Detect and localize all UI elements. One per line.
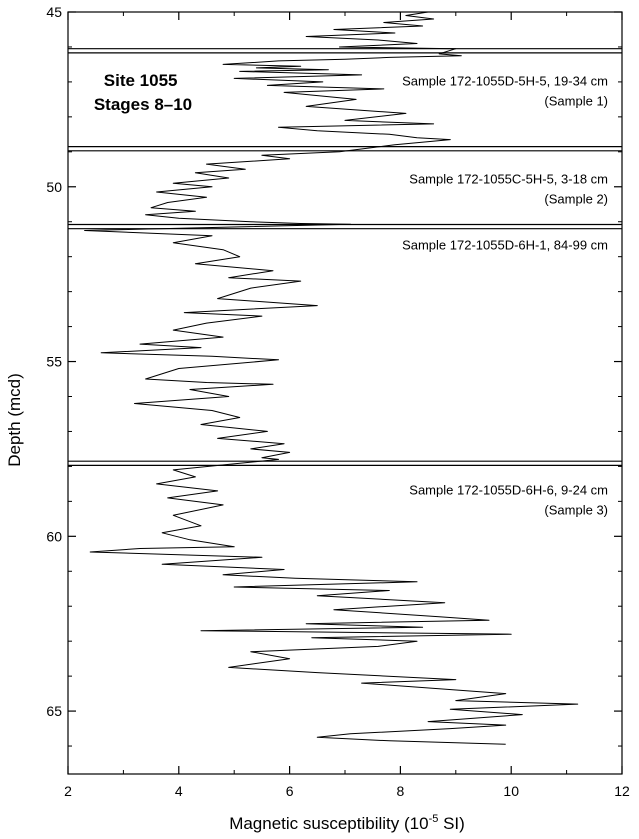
x-axis-title: Magnetic susceptibility (10-5 SI) (229, 813, 465, 833)
sample-label-2-line-2: (Sample 2) (544, 191, 608, 206)
series-layer (84, 11, 579, 745)
y-tick-label: 55 (46, 354, 62, 370)
y-tick-label: 45 (46, 4, 62, 20)
annotations: Sample 172-1055D-5H-5, 19-34 cm (Sample 1… (402, 73, 608, 517)
sample-label-3-line-1: Sample 172-1055D-6H-1, 84-99 cm (402, 238, 608, 253)
x-tick-label: 2 (64, 783, 72, 799)
sample-label-4-line-2: (Sample 3) (544, 502, 608, 517)
sample-label-2-line-1: Sample 172-1055C-5H-5, 3-18 cm (409, 171, 608, 186)
x-tick-label: 12 (614, 783, 630, 799)
x-tick-label: 8 (397, 783, 405, 799)
susceptibility-series-line (84, 11, 579, 745)
y-tick-label: 65 (46, 703, 62, 719)
x-tick-label: 6 (286, 783, 294, 799)
sample-label-4-line-1: Sample 172-1055D-6H-6, 9-24 cm (409, 482, 608, 497)
site-label-line-1: Site 1055 (104, 71, 178, 90)
sample-label-1-line-2: (Sample 1) (544, 93, 608, 108)
y-axis-title: Depth (mcd) (5, 373, 24, 467)
y-tick-label: 60 (46, 528, 62, 544)
site-label-line-2: Stages 8–10 (94, 95, 192, 114)
site-label: Site 1055 Stages 8–10 (94, 71, 192, 114)
x-tick-label: 4 (175, 783, 183, 799)
axis-ticks: 2 4 6 8 10 12 45 50 55 60 65 (46, 4, 630, 799)
x-tick-label: 10 (503, 783, 519, 799)
sample-label-1-line-1: Sample 172-1055D-5H-5, 19-34 cm (402, 73, 608, 88)
y-tick-label: 50 (46, 179, 62, 195)
